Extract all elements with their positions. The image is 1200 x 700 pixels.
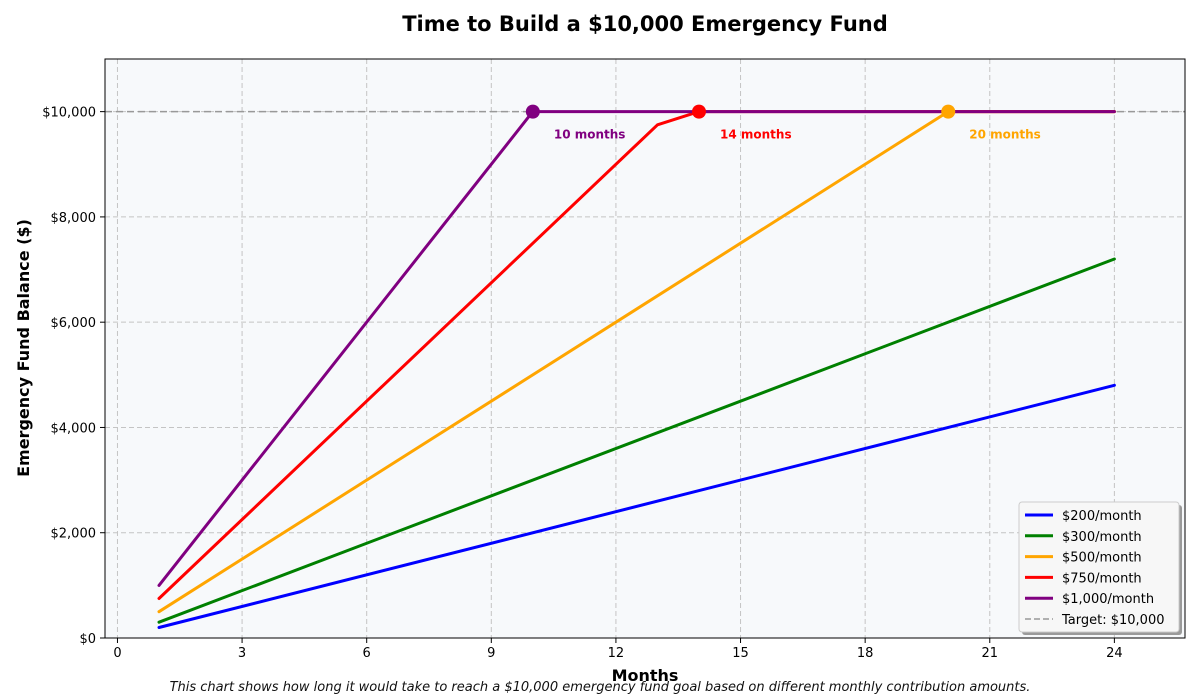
y-tick-label: $2,000 xyxy=(51,527,97,542)
legend-label: $300/month xyxy=(1062,530,1142,545)
y-tick-label: $4,000 xyxy=(51,421,97,436)
y-tick-label: $10,000 xyxy=(42,106,96,121)
x-tick-label: 12 xyxy=(608,646,625,661)
goal-markers xyxy=(525,104,956,119)
legend-label: $500/month xyxy=(1062,551,1142,566)
legend-label: Target: $10,000 xyxy=(1061,613,1165,628)
y-tick-label: $0 xyxy=(79,632,96,647)
plot-area xyxy=(105,59,1185,638)
x-axis-ticks: 0 3 6 9 12 15 18 21 24 xyxy=(113,638,1123,661)
x-axis-label: Months xyxy=(612,666,679,685)
series-line xyxy=(157,257,1116,624)
series-line xyxy=(157,383,1116,629)
chart-caption: This chart shows how long it would take … xyxy=(169,680,1031,695)
x-tick-label: 21 xyxy=(981,646,998,661)
legend-box xyxy=(1018,501,1180,633)
goal-label: 20 months xyxy=(969,128,1041,142)
y-tick-label: $6,000 xyxy=(51,316,97,331)
goal-marker xyxy=(525,104,540,119)
goal-label: 10 months xyxy=(554,128,626,142)
legend: $200/month $300/month $500/month $750/month… xyxy=(1018,501,1182,635)
plot-frame xyxy=(104,58,1186,639)
y-tick-label: $8,000 xyxy=(51,211,97,226)
goal-marker xyxy=(692,104,706,119)
goal-label: 14 months xyxy=(720,128,792,142)
x-tick-label: 0 xyxy=(113,646,121,661)
goal-labels: 20 months 14 months 10 months xyxy=(554,128,1041,142)
legend-label: $200/month xyxy=(1062,509,1142,524)
legend-label: $750/month xyxy=(1062,571,1142,586)
y-axis-ticks: $0 $2,000 $4,000 $6,000 $8,000 $10,000 xyxy=(42,106,105,647)
legend-label: $1,000/month xyxy=(1062,592,1154,607)
chart-title: Time to Build a $10,000 Emergency Fund xyxy=(402,12,888,36)
x-tick-label: 9 xyxy=(487,646,495,661)
goal-marker xyxy=(941,104,956,119)
x-tick-label: 18 xyxy=(857,646,874,661)
y-axis-label: Emergency Fund Balance ($) xyxy=(14,219,33,477)
x-tick-label: 3 xyxy=(238,646,246,661)
x-tick-label: 6 xyxy=(363,646,371,661)
x-tick-label: 15 xyxy=(732,646,749,661)
x-tick-label: 24 xyxy=(1106,646,1123,661)
